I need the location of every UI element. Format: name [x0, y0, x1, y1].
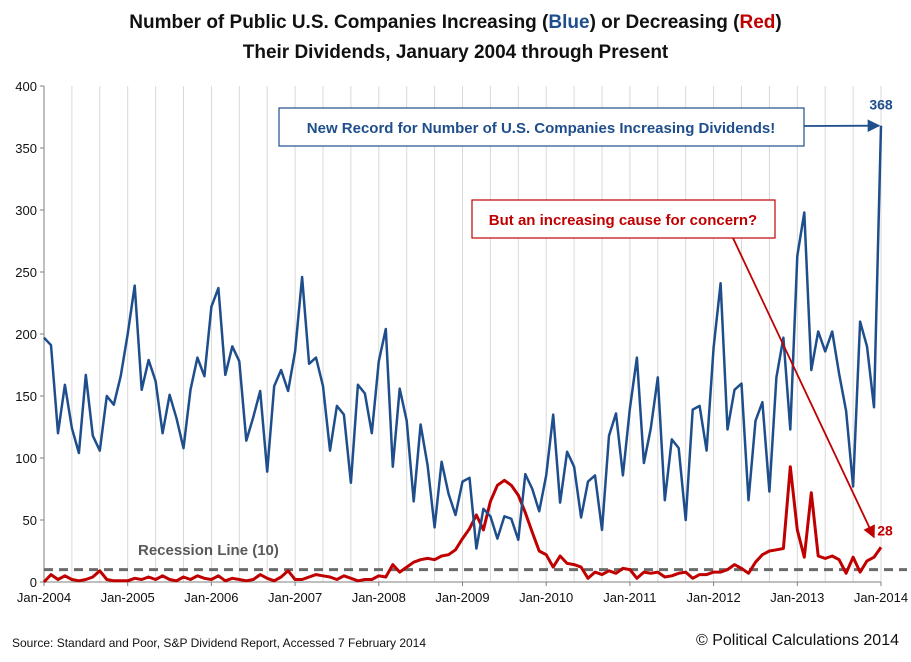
x-tick-label: Jan-2009	[435, 590, 489, 605]
x-tick-label: Jan-2014	[854, 590, 908, 605]
y-tick-label: 250	[15, 265, 37, 280]
x-tick-label: Jan-2007	[268, 590, 322, 605]
x-tick-label: Jan-2005	[101, 590, 155, 605]
concern-callout-arrow	[732, 237, 875, 539]
chart-title-line1: Number of Public U.S. Companies Increasi…	[129, 12, 782, 33]
y-tick-label: 100	[15, 451, 37, 466]
x-tick-label: Jan-2008	[352, 590, 406, 605]
last-value-increasing: 368	[869, 97, 893, 113]
concern-callout-box	[471, 199, 776, 239]
y-tick-label: 150	[15, 389, 37, 404]
chart-title-line2: Their Dividends, January 2004 through Pr…	[242, 42, 669, 63]
y-tick-label: 50	[23, 513, 37, 528]
record-callout-text: New Record for Number of U.S. Companies …	[307, 120, 775, 137]
recession-label: Recession Line (10)	[138, 542, 279, 559]
y-tick-label: 0	[30, 575, 37, 590]
x-tick-label: Jan-2013	[770, 590, 824, 605]
concern-callout-text: But an increasing cause for concern?	[489, 212, 757, 229]
series-line-increasing	[43, 125, 883, 550]
title-blue-word: Blue	[548, 12, 590, 33]
series-line-decreasing	[42, 465, 883, 584]
y-tick-label: 300	[15, 203, 37, 218]
title-red-word: Red	[739, 12, 776, 33]
x-tick-label: Jan-2004	[17, 590, 71, 605]
x-tick-label: Jan-2010	[519, 590, 573, 605]
x-tick-label: Jan-2012	[686, 590, 740, 605]
y-tick-label: 350	[15, 141, 37, 156]
source-note: Source: Standard and Poor, S&P Dividend …	[12, 636, 427, 650]
x-tick-label: Jan-2006	[184, 590, 238, 605]
y-tick-label: 200	[15, 327, 37, 342]
x-tick-label: Jan-2011	[603, 590, 656, 605]
record-callout-box	[278, 107, 805, 147]
copyright-note: © Political Calculations 2014	[695, 632, 899, 649]
y-tick-label: 400	[15, 79, 37, 94]
last-value-decreasing: 28	[877, 522, 893, 538]
